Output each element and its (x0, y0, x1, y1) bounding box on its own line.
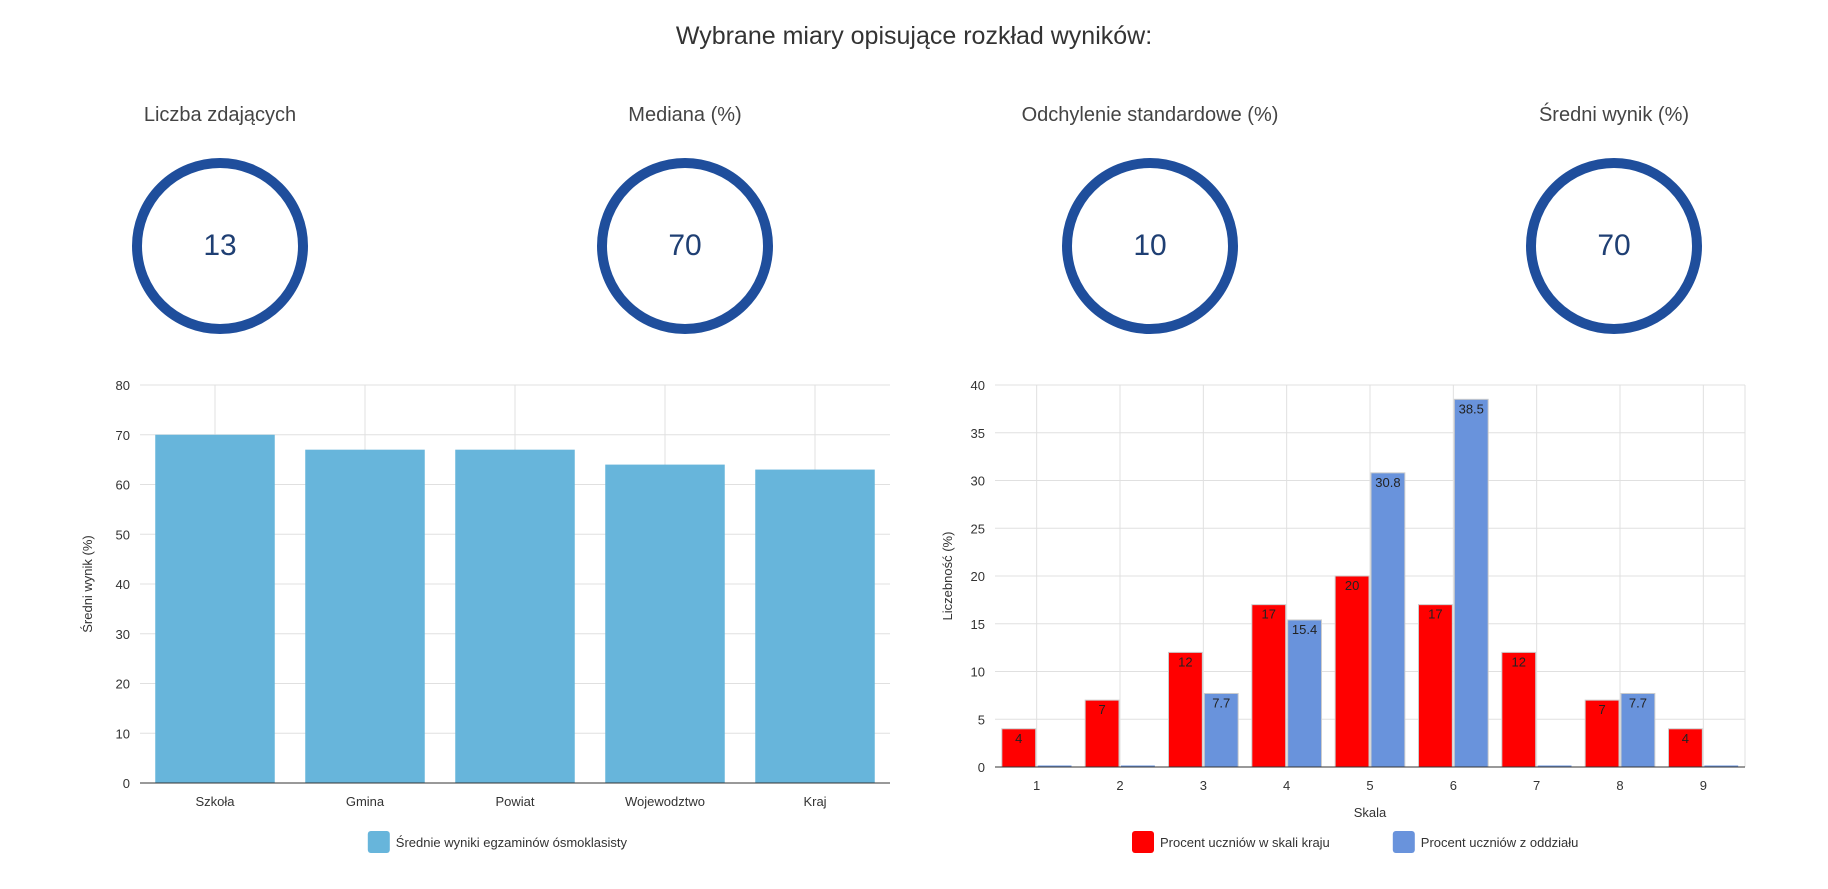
y-tick-label: 0 (978, 760, 985, 775)
stat-count-value: 13 (203, 229, 237, 262)
stat-stddev: Odchylenie standardowe (%) 10 (1000, 100, 1300, 334)
stat-mean-label: Średni wynik (%) (1538, 104, 1690, 126)
y-tick-label: 30 (971, 474, 985, 489)
stat-mean-value: 70 (1597, 229, 1631, 262)
data-label: 12 (1178, 654, 1192, 669)
bar (1453, 398, 1489, 768)
legend-swatch (367, 831, 390, 853)
stat-median: Mediana (%) 70 (535, 100, 835, 334)
bar (755, 469, 875, 783)
stat-count: Liczba zdających 13 (70, 100, 370, 334)
y-tick-label: 40 (116, 577, 130, 592)
x-tick-label: 4 (1283, 778, 1290, 793)
x-tick-label: Wojewodztwo (625, 794, 705, 809)
stat-median-label: Mediana (%) (628, 104, 742, 126)
bar (1287, 619, 1322, 768)
y-tick-label: 50 (116, 527, 130, 542)
bar (1418, 604, 1453, 768)
data-label: 7 (1598, 702, 1605, 717)
y-tick-label: 10 (971, 665, 985, 680)
stat-median-value: 70 (668, 229, 702, 262)
bar (1001, 728, 1037, 768)
x-tick-label: Kraj (803, 794, 826, 809)
y-tick-label: 70 (116, 428, 130, 443)
x-tick-label: 5 (1366, 778, 1373, 793)
y-tick-label: 25 (971, 521, 985, 536)
y-tick-label: 35 (971, 426, 985, 441)
stat-mean-ring: 70 (1526, 158, 1702, 334)
x-tick-label: Gmina (346, 794, 385, 809)
legend-swatch (1132, 831, 1154, 853)
average-results-chart: 0 10 20 30 40 50 60 70 80 Szkoła Gmina Powiat Wojewo… (80, 378, 890, 853)
legend-label: Procent uczniów w skali kraju (1160, 835, 1330, 850)
bar (1334, 575, 1370, 768)
x-tick-label: 6 (1450, 778, 1457, 793)
stat-count-label: Liczba zdających (143, 104, 297, 126)
y-tick-label: 20 (116, 677, 130, 692)
data-label: 12 (1512, 654, 1526, 669)
legend-swatch (1392, 831, 1415, 853)
x-tick-label: 1 (1033, 778, 1040, 793)
bar (455, 449, 575, 783)
y-tick-label: 15 (971, 617, 985, 632)
y-tick-label: 5 (978, 712, 985, 727)
y-tick-label: 20 (971, 569, 985, 584)
stat-stddev-value: 10 (1133, 229, 1167, 262)
data-label: 7.7 (1212, 695, 1230, 710)
data-label: 4 (1015, 731, 1022, 746)
data-label: 17 (1262, 607, 1276, 622)
y-tick-label: 80 (116, 378, 130, 393)
bar (1501, 651, 1537, 768)
y-tick-label: 10 (116, 726, 130, 741)
x-tick-label: 3 (1200, 778, 1207, 793)
bar (1620, 692, 1656, 768)
y-tick-label: 60 (116, 478, 130, 493)
bar (1168, 651, 1203, 768)
x-tick-label: Szkoła (195, 794, 235, 809)
x-tick-label: 9 (1700, 778, 1707, 793)
y-tick-label: 30 (116, 627, 130, 642)
stat-stddev-ring: 10 (1062, 158, 1238, 334)
bar (155, 434, 275, 783)
x-tick-label: 8 (1616, 778, 1623, 793)
x-tick-label: 7 (1533, 778, 1540, 793)
bar (1668, 728, 1703, 768)
y-axis-title: Liczebność (%) (940, 532, 955, 621)
x-tick-label: 2 (1116, 778, 1123, 793)
data-label: 30.8 (1375, 475, 1400, 490)
x-axis-title: Skala (1354, 805, 1387, 820)
data-label: 7 (1098, 702, 1105, 717)
y-tick-label: 0 (123, 776, 130, 791)
distribution-chart: 0510152025303540471217201712747.715.430.… (940, 378, 1746, 853)
bar (1370, 472, 1406, 768)
stat-count-ring: 13 (132, 158, 308, 334)
y-tick-label: 40 (971, 378, 985, 393)
data-label: 7.7 (1629, 695, 1647, 710)
x-tick-label: Powiat (495, 794, 534, 809)
bar (1084, 699, 1120, 768)
data-label: 38.5 (1459, 401, 1484, 416)
legend-label: Procent uczniów z oddziału (1421, 835, 1579, 850)
bar (605, 464, 725, 783)
data-label: 20 (1345, 578, 1359, 593)
page-title: Wybrane miary opisujące rozkład wyników: (675, 22, 1153, 50)
legend-label: Średnie wyniki egzaminów ósmoklasisty (396, 835, 628, 850)
data-label: 4 (1682, 731, 1689, 746)
data-label: 15.4 (1292, 622, 1317, 637)
stat-median-ring: 70 (597, 158, 773, 334)
stat-stddev-label: Odchylenie standardowe (%) (1021, 104, 1279, 126)
y-axis-title: Średni wynik (%) (80, 535, 95, 633)
bar (1251, 604, 1287, 768)
data-label: 17 (1428, 607, 1442, 622)
stat-mean: Średni wynik (%) 70 (1464, 100, 1764, 334)
bar (305, 449, 425, 783)
